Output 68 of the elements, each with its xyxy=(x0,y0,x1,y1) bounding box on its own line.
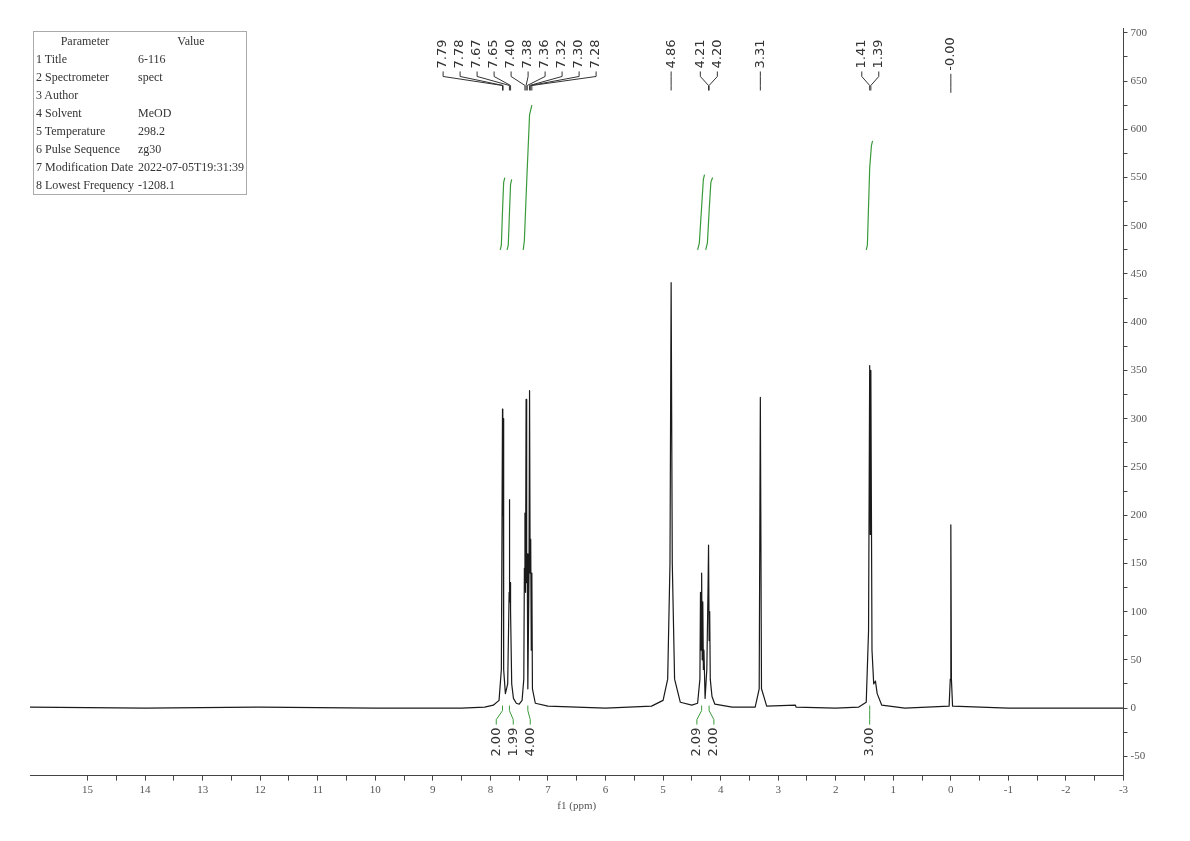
annotation: 7.65 xyxy=(485,39,501,69)
y-tick-label: 400 xyxy=(1130,315,1148,328)
annotation: 7.36 xyxy=(536,39,552,69)
x-tick-label: 12 xyxy=(254,783,266,796)
y-tick-label: 250 xyxy=(1130,459,1148,472)
y-tick-label: 550 xyxy=(1130,170,1148,183)
y-tick-label: -50 xyxy=(1130,749,1146,762)
text: 5 Temperature 298.2 xyxy=(36,124,165,138)
x-axis-title: f1 (ppm) xyxy=(557,799,597,813)
y-tick-label: 150 xyxy=(1130,556,1148,569)
y-tick-label: 50 xyxy=(1130,652,1142,665)
annotation: 7.28 xyxy=(587,39,603,69)
text: 1 Title 6-116 xyxy=(36,52,166,66)
x-tick-label: 5 xyxy=(660,783,667,796)
y-tick-label: 500 xyxy=(1130,218,1148,231)
x-tick-label: -2 xyxy=(1061,783,1071,796)
annotation: 2.00 xyxy=(487,727,503,757)
annotation: 8 Lowest Frequency -1208.1 xyxy=(35,177,176,194)
x-tick-label: 11 xyxy=(312,783,324,796)
annotation: 2.00 xyxy=(705,727,721,757)
y-tick-label: 300 xyxy=(1130,411,1148,424)
annotation: 7.79 xyxy=(434,39,450,69)
y-tick-label: 450 xyxy=(1130,266,1148,279)
x-tick-label: -3 xyxy=(1118,783,1129,796)
x-tick-label: 13 xyxy=(197,783,209,796)
annotation: 4.20 xyxy=(708,39,724,69)
annotation: 3.31 xyxy=(751,39,767,69)
x-tick-label: 0 xyxy=(948,783,955,796)
x-tick-label: 8 xyxy=(487,783,494,796)
annotation: 4.21 xyxy=(691,39,707,69)
x-tick-label: 7 xyxy=(545,783,552,796)
x-tick-label: -1 xyxy=(1003,783,1013,796)
y-tick-label: 200 xyxy=(1130,508,1148,521)
annotation: 7.32 xyxy=(553,39,569,69)
x-tick-label: 15 xyxy=(82,783,94,796)
text: 2 Spectrometer spect xyxy=(36,70,163,84)
x-tick-label: 3 xyxy=(775,783,782,796)
x-tick-label: 14 xyxy=(139,783,152,796)
annotation: 3 Author xyxy=(35,87,80,104)
annotation: 3.00 xyxy=(861,727,877,757)
x-tick-label: 6 xyxy=(602,783,609,796)
annotation: -0.00 xyxy=(942,37,958,71)
y-tick-label: 100 xyxy=(1130,604,1148,617)
annotation: 2.09 xyxy=(688,727,704,757)
annotation: 7.30 xyxy=(570,39,586,69)
annotation: 1.39 xyxy=(870,39,886,69)
annotation: 7.40 xyxy=(502,39,518,69)
y-tick-label: 700 xyxy=(1130,25,1148,38)
x-tick-label: 2 xyxy=(832,783,839,796)
annotation: 1.99 xyxy=(504,727,520,757)
x-tick-label: 4 xyxy=(717,783,724,796)
x-tick-label: 1 xyxy=(890,783,897,796)
annotation: 1.41 xyxy=(853,39,869,69)
annotation: 7.67 xyxy=(468,39,484,69)
text: Parameter Value xyxy=(60,34,205,48)
annotation: 7.78 xyxy=(451,39,467,69)
y-tick-label: 600 xyxy=(1130,122,1148,135)
annotation: 4.86 xyxy=(662,39,678,69)
x-tick-label: 9 xyxy=(430,783,437,796)
annotation: 7.38 xyxy=(519,39,535,69)
text: 6 Pulse Sequence zg30 xyxy=(36,142,162,156)
y-tick-label: 650 xyxy=(1130,73,1148,86)
annotation: 7 Modification Date 2022-07-05T19:31:39 xyxy=(35,159,245,176)
annotation: 4.00 xyxy=(521,727,537,757)
y-tick-label: 0 xyxy=(1130,700,1137,713)
x-tick-label: 10 xyxy=(369,783,382,796)
text: 4 Solvent MeOD xyxy=(36,106,172,120)
y-tick-label: 350 xyxy=(1130,363,1148,376)
